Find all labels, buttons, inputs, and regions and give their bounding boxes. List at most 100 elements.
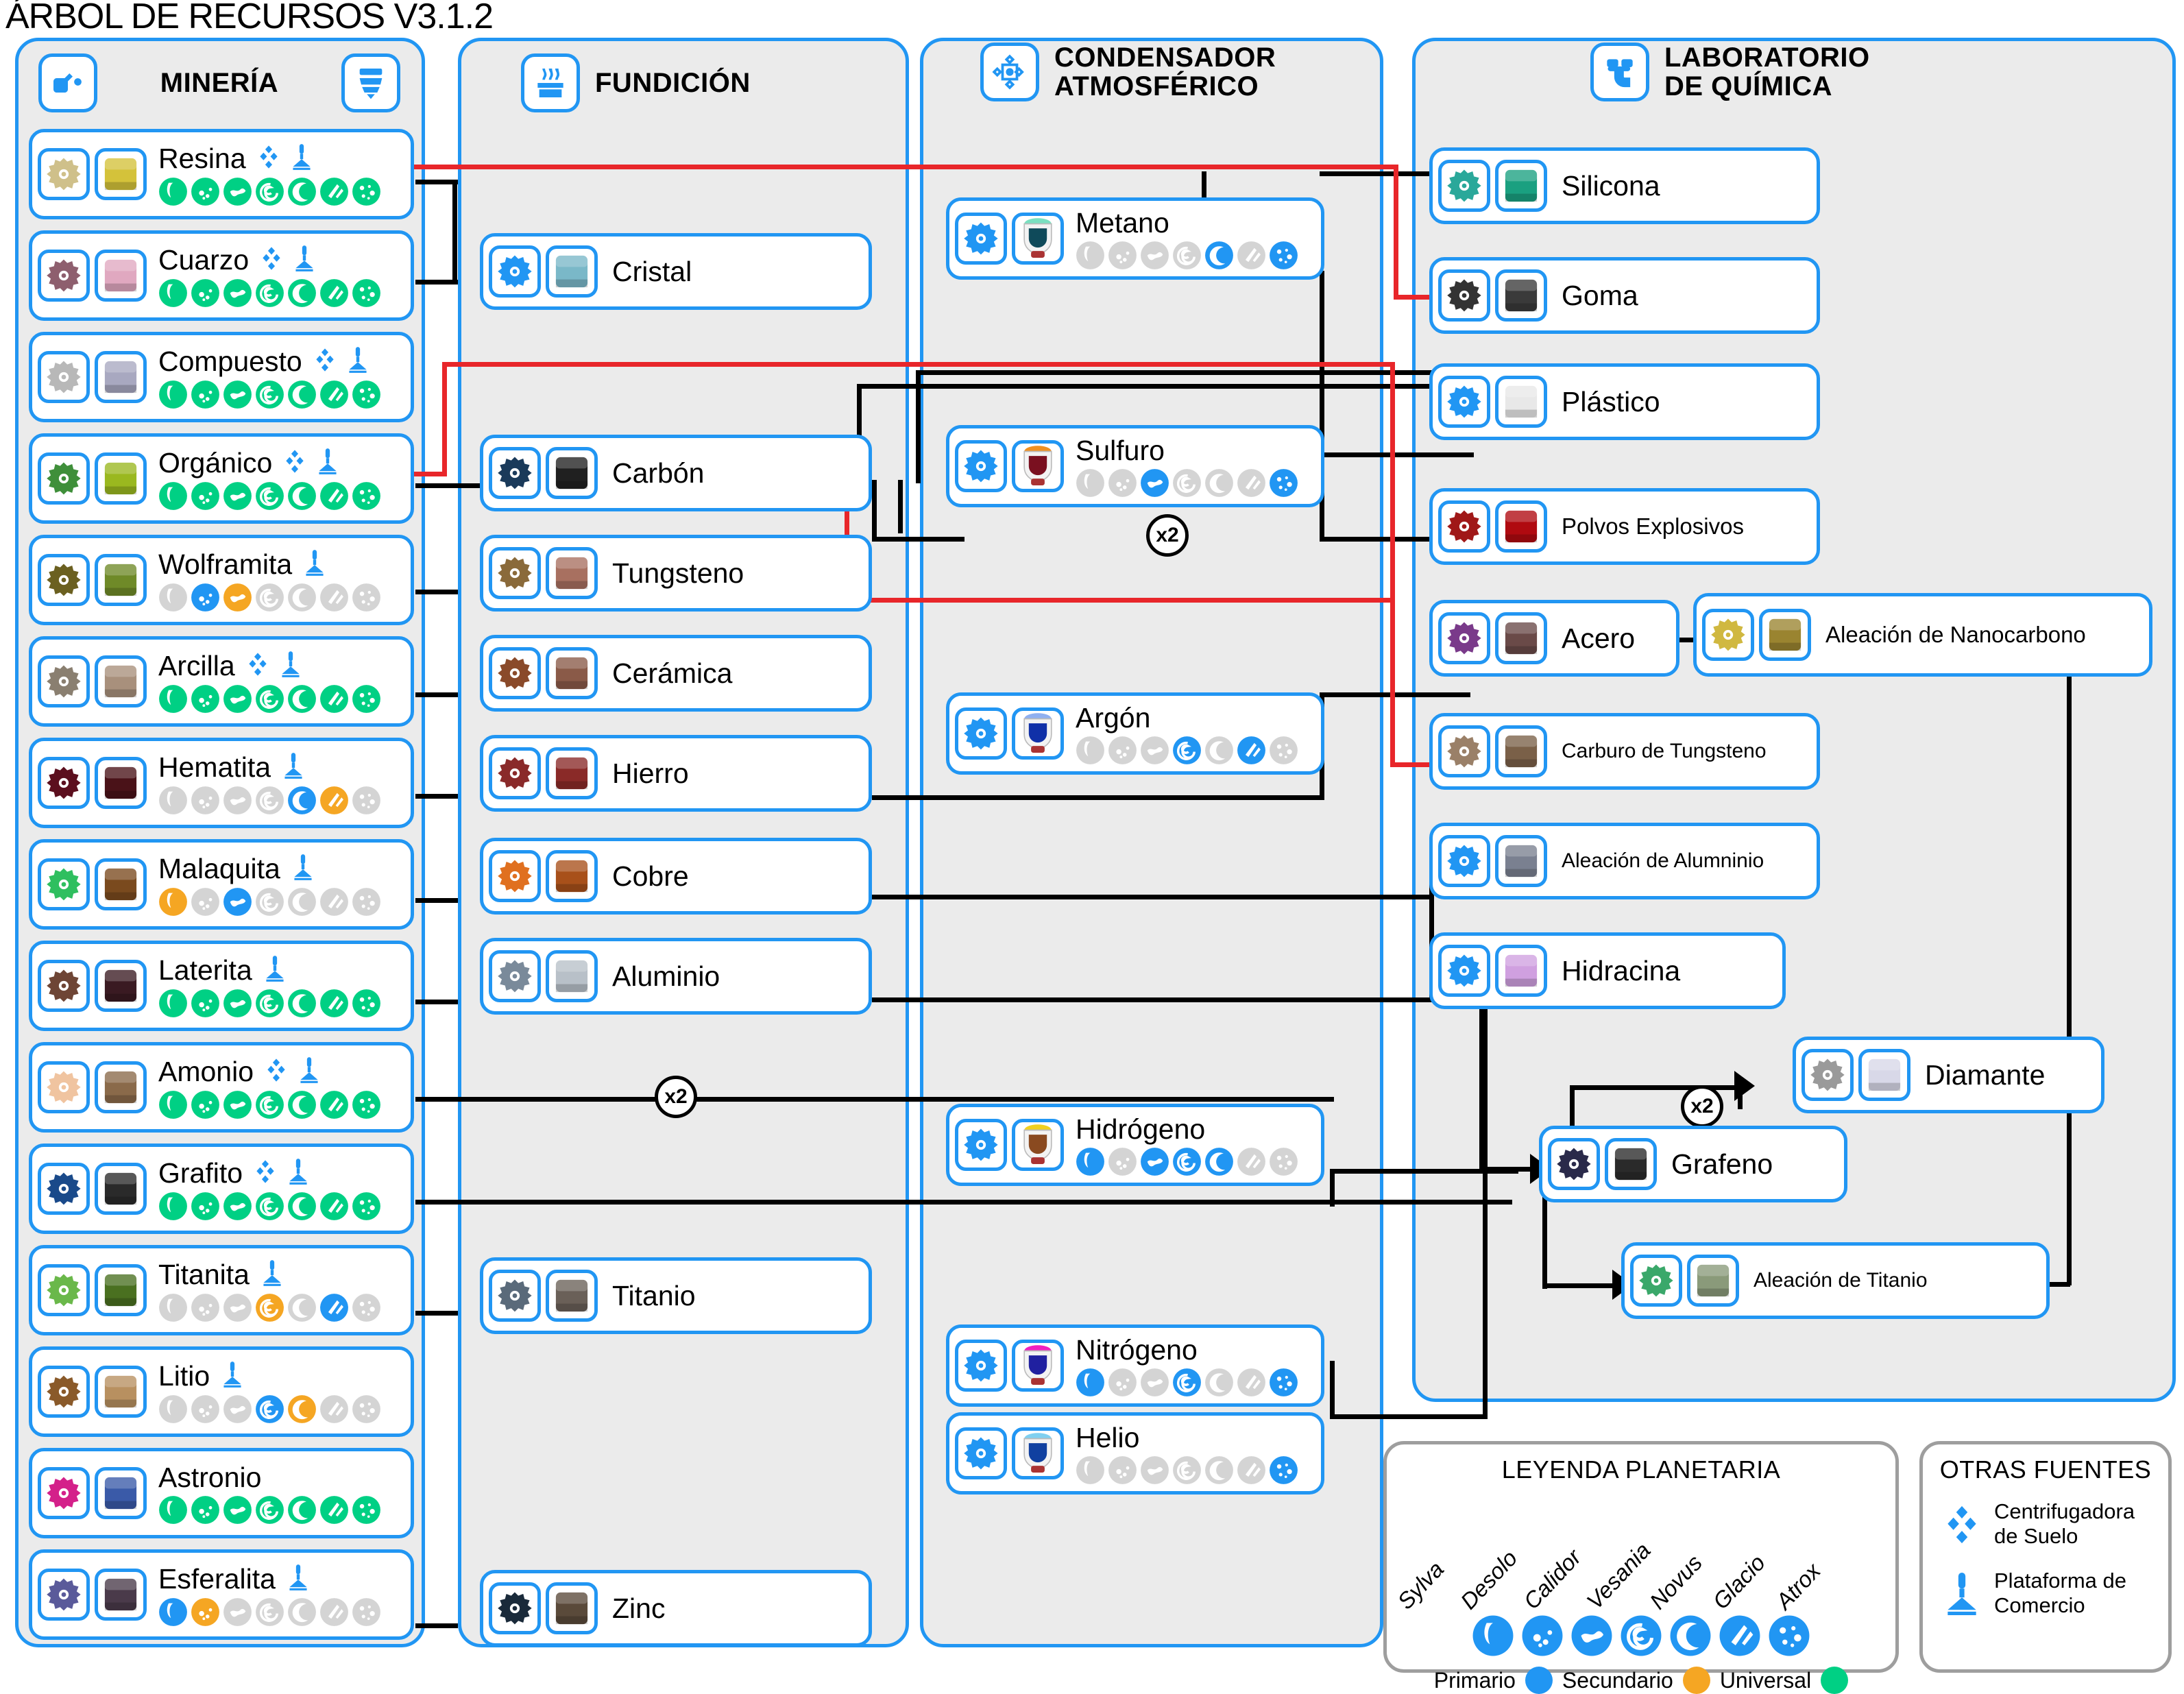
resource-card-arcilla[interactable]: Arcilla — [29, 636, 414, 727]
planet-dot-calidor — [223, 380, 252, 409]
planet-legend-icon-vesania — [1620, 1614, 1662, 1657]
wire — [1570, 1085, 1741, 1090]
resource-card-tungsteno[interactable]: Tungsteno — [480, 535, 872, 612]
trade-platform-icon — [289, 142, 315, 176]
resource-card-grafito[interactable]: Grafito — [29, 1144, 414, 1234]
resource-card-sulfuro[interactable]: Sulfuro — [946, 425, 1324, 507]
resource-card-resina[interactable]: Resina — [29, 129, 414, 219]
resource-card-hierro[interactable]: Hierro — [480, 735, 872, 812]
wire — [1429, 865, 1434, 1002]
planet-dot-vesania — [255, 177, 284, 206]
planet-dot-glacio — [319, 1495, 349, 1525]
wire — [1330, 1414, 1488, 1419]
planet-dot-atrox — [1269, 1147, 1298, 1176]
legend-key-label: Primario — [1433, 1667, 1516, 1693]
wire — [415, 1623, 458, 1628]
resource-name: Goma — [1562, 279, 1638, 311]
resource-card-metano[interactable]: Metano — [946, 197, 1324, 280]
resource-card-malaquita[interactable]: Malaquita — [29, 839, 414, 930]
resource-card-aleaci-n-de-titanio[interactable]: Aleación de Titanio — [1621, 1242, 2050, 1319]
resource-name: Zinc — [612, 1592, 666, 1624]
planet-dot-vesania — [255, 989, 284, 1018]
planet-dot-sylva — [158, 1394, 188, 1424]
resource-card-astronio[interactable]: Astronio — [29, 1448, 414, 1538]
wire — [1330, 1169, 1518, 1174]
resource-card-cer-mica[interactable]: Cerámica — [480, 635, 872, 712]
planet-availability-row — [158, 380, 405, 409]
resource-card-org-nico[interactable]: Orgánico — [29, 433, 414, 524]
source-icons — [256, 142, 315, 176]
resource-card-acero[interactable]: Acero — [1429, 600, 1679, 677]
resource-card-cristal[interactable]: Cristal — [480, 233, 872, 310]
wire — [916, 370, 921, 483]
resource-card-compuesto[interactable]: Compuesto — [29, 332, 414, 422]
resource-card-hematita[interactable]: Hematita — [29, 738, 414, 828]
planet-dot-atrox — [352, 278, 381, 308]
resource-symbol-icon — [1438, 725, 1490, 777]
planet-dot-vesania — [255, 1495, 284, 1525]
resource-card-cobre[interactable]: Cobre — [480, 838, 872, 915]
resource-card-hidracina[interactable]: Hidracina — [1429, 932, 1786, 1009]
wire-red — [1394, 165, 1398, 295]
resource-card-helio[interactable]: Helio — [946, 1412, 1324, 1495]
resource-name: Esferalita — [158, 1563, 276, 1595]
planet-dot-desolo — [1108, 1455, 1137, 1485]
resource-card-arg-n[interactable]: Argón — [946, 692, 1324, 775]
resource-card-aleaci-n-de-nanocarbono[interactable]: Aleación de Nanocarbono — [1693, 593, 2152, 677]
resource-symbol-icon — [1438, 500, 1490, 553]
resource-nugget-icon — [95, 858, 147, 910]
resource-card-litio[interactable]: Litio — [29, 1346, 414, 1437]
resource-nugget-icon — [546, 447, 598, 499]
panel-header-mineria: MINERÍA — [38, 53, 400, 112]
resource-name: Titanio — [612, 1279, 696, 1311]
resource-card-cuarzo[interactable]: Cuarzo — [29, 230, 414, 321]
planet-dot-novus — [287, 1597, 317, 1627]
planet-dot-glacio — [319, 481, 349, 511]
resource-symbol-icon — [38, 554, 90, 606]
legend-key-label: Universal — [1719, 1667, 1812, 1693]
resource-card-aleaci-n-de-alumninio[interactable]: Aleación de Alumninio — [1429, 823, 1820, 899]
resource-card-grafeno[interactable]: Grafeno — [1539, 1126, 1847, 1202]
planet-dot-desolo — [191, 481, 220, 511]
resource-card-hidr-geno[interactable]: Hidrógeno — [946, 1104, 1324, 1186]
trade-platform-icon — [302, 548, 328, 581]
planet-dot-glacio — [319, 583, 349, 612]
resource-card-diamante[interactable]: Diamante — [1793, 1037, 2104, 1113]
planet-dot-sylva — [1076, 241, 1105, 270]
resource-card-titanita[interactable]: Titanita — [29, 1245, 414, 1335]
resource-nugget-icon — [95, 351, 147, 403]
planet-dot-calidor — [1140, 736, 1169, 765]
resource-card-goma[interactable]: Goma — [1429, 257, 1820, 334]
wire — [1330, 1361, 1335, 1419]
planet-availability-row — [1076, 1147, 1315, 1176]
wire — [452, 180, 457, 282]
planet-availability-row — [158, 684, 405, 714]
resource-card-pl-stico[interactable]: Plástico — [1429, 363, 1820, 440]
resource-card-aluminio[interactable]: Aluminio — [480, 938, 872, 1015]
resource-card-nitr-geno[interactable]: Nitrógeno — [946, 1324, 1324, 1407]
planet-dot-sylva — [158, 380, 188, 409]
wire — [872, 480, 877, 542]
resource-card-titanio[interactable]: Titanio — [480, 1257, 872, 1334]
resource-card-wolframita[interactable]: Wolframita — [29, 535, 414, 625]
resource-card-silicona[interactable]: Silicona — [1429, 147, 1820, 224]
resource-symbol-icon — [38, 148, 90, 200]
source-icons — [312, 345, 371, 378]
panel-title-laboratorio-l2: DE QUÍMICA — [1664, 71, 1832, 101]
resource-nugget-icon — [1012, 213, 1064, 265]
resource-card-laterita[interactable]: Laterita — [29, 941, 414, 1031]
resource-card-polvos-explosivos[interactable]: Polvos Explosivos — [1429, 488, 1820, 565]
resource-card-carburo-de-tungsteno[interactable]: Carburo de Tungsteno — [1429, 713, 1820, 790]
planet-legend: LEYENDA PLANETARIA Sylva Desolo Calidor Ves… — [1383, 1441, 1899, 1694]
resource-card-zinc[interactable]: Zinc — [480, 1570, 872, 1647]
resource-card-esferalita[interactable]: Esferalita — [29, 1549, 414, 1640]
panel-header-laboratorio: LABORATORIO DE QUÍMICA — [1590, 43, 1870, 101]
planet-legend-keys: Primario Secundario Universal — [1387, 1667, 1895, 1694]
planet-dot-novus — [287, 1090, 317, 1120]
planet-dot-atrox — [352, 1293, 381, 1322]
resource-nugget-icon — [95, 250, 147, 302]
planet-dot-vesania — [1172, 736, 1202, 765]
resource-card-carb-n[interactable]: Carbón — [480, 435, 872, 511]
resource-card-amonio[interactable]: Amonio — [29, 1042, 414, 1133]
planet-dot-atrox — [352, 1394, 381, 1424]
